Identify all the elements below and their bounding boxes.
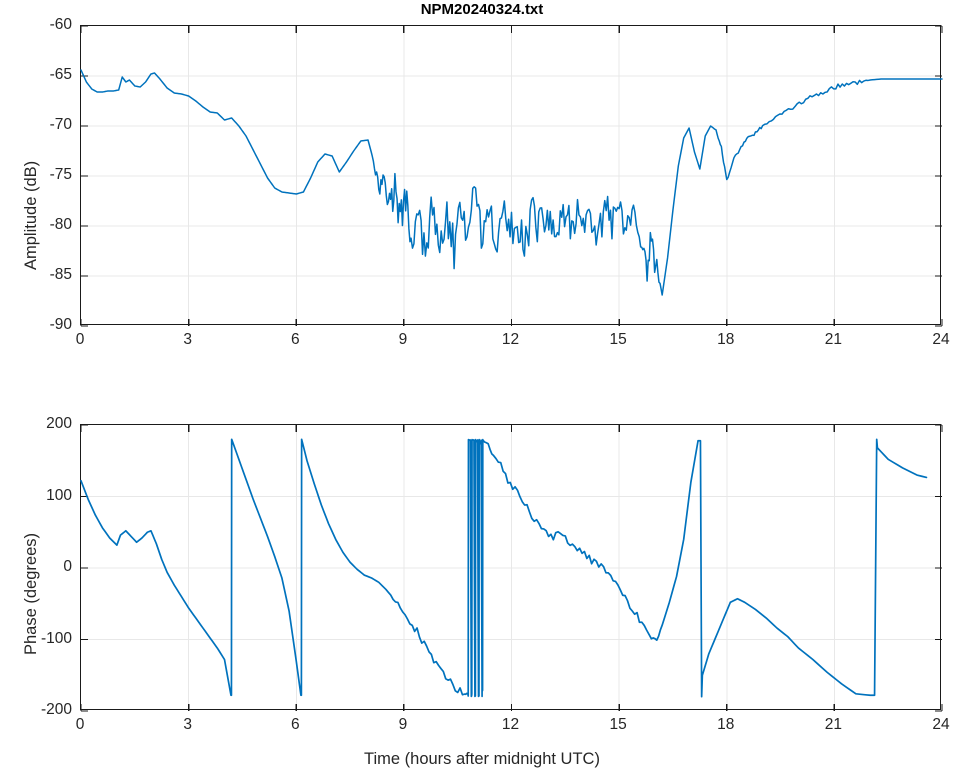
y-tick-label: -90 bbox=[49, 316, 72, 333]
x-tick-label: 3 bbox=[183, 331, 192, 348]
data-trace-phase bbox=[80, 438, 928, 698]
x-tick-label: 0 bbox=[75, 331, 85, 348]
x-tick-label: 15 bbox=[609, 716, 627, 733]
data-trace-amplitude bbox=[80, 69, 943, 296]
x-tick-label: 3 bbox=[183, 716, 192, 733]
x-tick-label: 12 bbox=[501, 331, 520, 348]
x-tick-label: 21 bbox=[824, 331, 842, 348]
y-tick-label: 100 bbox=[46, 486, 72, 504]
phase-plot-axes bbox=[80, 424, 943, 712]
x-tick-label: 24 bbox=[932, 331, 950, 348]
time-x-axis-label: Time (hours after midnight UTC) bbox=[364, 750, 600, 768]
x-tick-label: 18 bbox=[717, 331, 735, 348]
x-tick-label: 6 bbox=[290, 716, 300, 733]
y-tick-label: -85 bbox=[49, 266, 72, 283]
x-tick-label: 21 bbox=[824, 716, 842, 733]
x-tick-label: 9 bbox=[398, 331, 408, 348]
x-tick-label: 24 bbox=[932, 716, 950, 733]
amplitude-y-axis-label: Amplitude (dB) bbox=[22, 160, 40, 270]
phase-plot-svg bbox=[80, 424, 943, 712]
amplitude-plot-svg bbox=[80, 25, 943, 327]
x-tick-label: 15 bbox=[609, 331, 627, 348]
x-tick-label: 6 bbox=[290, 331, 300, 348]
x-tick-label: 0 bbox=[75, 716, 85, 733]
y-tick-label: -65 bbox=[49, 66, 72, 83]
y-tick-label: -60 bbox=[49, 16, 72, 33]
phase-y-axis-label: Phase (degrees) bbox=[22, 533, 40, 655]
y-tick-label: 0 bbox=[63, 558, 72, 575]
y-tick-label: -70 bbox=[49, 116, 72, 133]
y-tick-label: -75 bbox=[49, 166, 72, 183]
amplitude-plot-axes bbox=[80, 25, 943, 327]
y-tick-label: -100 bbox=[40, 629, 72, 647]
x-tick-label: 12 bbox=[501, 716, 520, 733]
x-tick-label: 18 bbox=[717, 716, 735, 733]
y-tick-label: -80 bbox=[49, 216, 72, 233]
y-tick-label: 200 bbox=[46, 415, 72, 432]
x-tick-label: 9 bbox=[398, 716, 408, 733]
page-title: NPM20240324.txt bbox=[420, 1, 544, 18]
y-tick-label: -200 bbox=[40, 701, 72, 718]
